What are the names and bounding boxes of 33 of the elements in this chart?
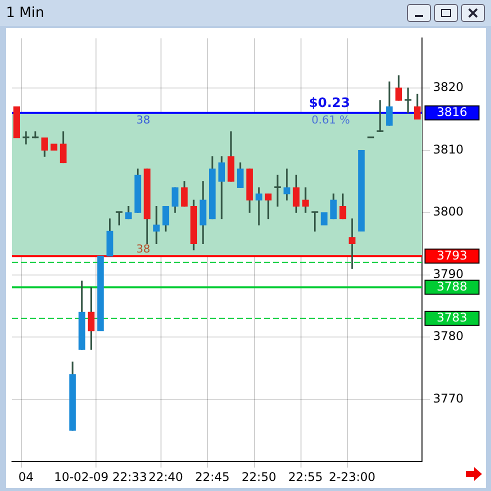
candlestick — [97, 256, 104, 332]
ref-line-label: 3793 — [436, 248, 468, 262]
x-tick-label: 22:55 — [288, 470, 323, 484]
candlestick — [256, 187, 262, 226]
candlestick — [50, 144, 58, 151]
annotation: 38 — [136, 242, 150, 256]
x-tick-label: 22:50 — [242, 470, 276, 484]
x-tick-label: 22:40 — [148, 470, 184, 484]
candlestick — [404, 88, 412, 114]
y-tick-label: 3820 — [433, 80, 464, 94]
candlestick — [358, 150, 365, 232]
ref-line-label: 3816 — [436, 105, 468, 120]
annotation: 38 — [136, 113, 150, 126]
candlestick — [13, 106, 20, 138]
x-tick-label: 04 — [18, 470, 34, 484]
candlestick — [376, 100, 384, 132]
y-tick-label: 3780 — [433, 329, 464, 344]
annotation: 0.61 % — [312, 113, 350, 126]
x-tick-label: 10-02-09 22:33 — [54, 470, 147, 484]
candlestick — [22, 131, 30, 144]
candlestick — [274, 174, 281, 207]
candlestick — [320, 212, 328, 226]
y-tick-label: 3790 — [433, 266, 464, 281]
x-tick-label: 22:45 — [195, 470, 230, 484]
annotation: $0.23 — [308, 96, 350, 111]
chart-title: 1 Min — [6, 5, 46, 21]
ref-line-label: 3783 — [436, 310, 468, 325]
candlestick — [153, 206, 160, 244]
y-tick-label: 3800 — [433, 204, 464, 219]
x-tick-label: 2-23:00 — [328, 470, 376, 484]
y-tick-label: 3770 — [433, 391, 464, 406]
ref-line-label: 3788 — [436, 279, 468, 294]
y-tick-label: 3810 — [433, 142, 464, 156]
